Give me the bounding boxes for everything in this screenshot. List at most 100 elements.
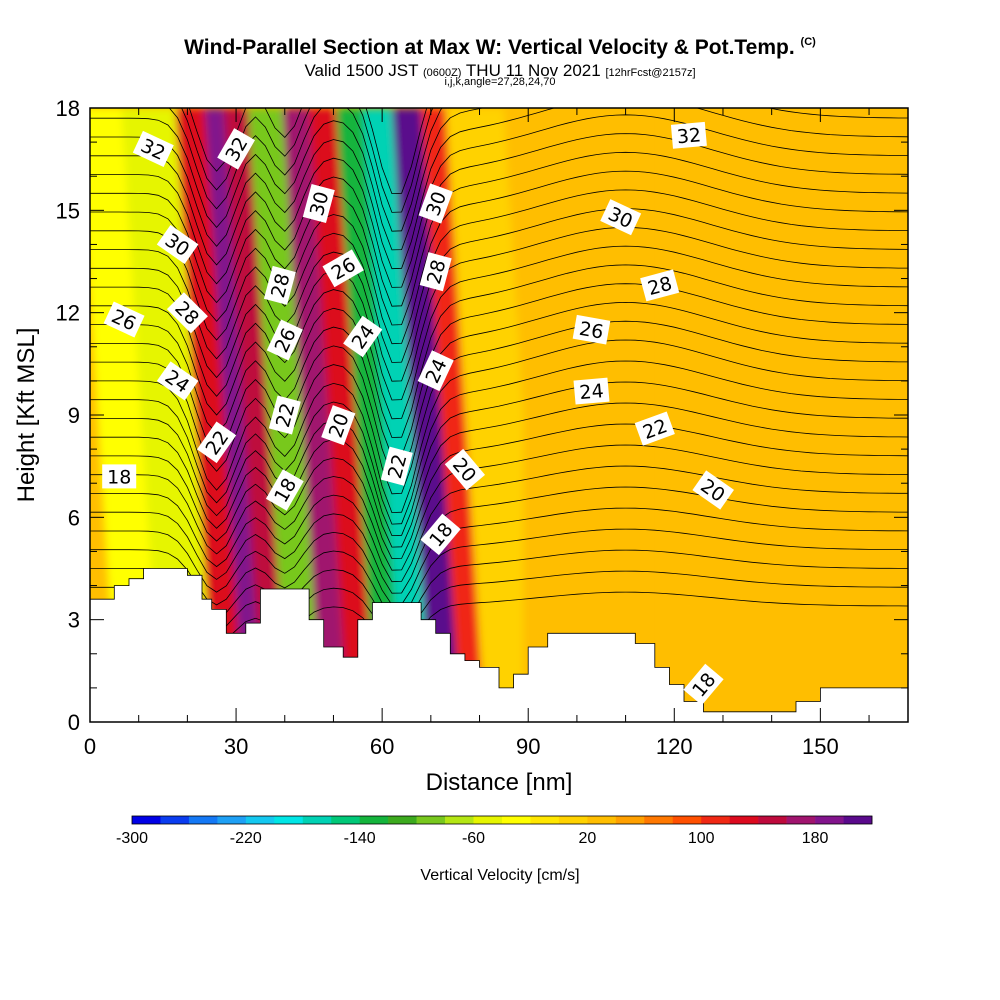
svg-text:32: 32: [676, 124, 702, 148]
theta-contour-line: [90, 360, 908, 525]
colorbar-tick-label: 100: [688, 830, 715, 847]
svg-text:26: 26: [578, 318, 606, 344]
colorbar-swatch: [302, 816, 332, 824]
theta-contour-line: [90, 170, 908, 345]
y-tick-label: 18: [56, 96, 80, 121]
theta-contour-line: [90, 465, 908, 583]
theta-contour-line: [90, 226, 908, 401]
theta-contour-line: [90, 528, 908, 617]
theta-contour-line: [90, 264, 908, 438]
colorbar-swatch: [359, 816, 389, 824]
velocity-band: [659, 108, 831, 722]
svg-text:24: 24: [579, 380, 605, 404]
colorbar-swatch: [729, 816, 759, 824]
colorbar-tick-labels: -300 -220 -140 -60 20 100 180: [116, 830, 829, 847]
colorbar-tick-label: -220: [230, 830, 262, 847]
x-tick-label: 150: [802, 734, 839, 759]
contour-label: 24: [573, 377, 610, 405]
colorbar-swatch: [274, 816, 304, 824]
theta-contour-line: [90, 189, 908, 363]
chart-title: Wind-Parallel Section at Max W: Vertical…: [184, 36, 816, 59]
theta-contour-line: [90, 151, 908, 326]
colorbar-swatch: [132, 816, 161, 824]
colorbar-swatch: [758, 816, 787, 824]
contour-label: 20: [692, 470, 735, 510]
colorbar-tick-label: -300: [116, 830, 148, 847]
velocity-band: [523, 108, 660, 722]
svg-text:18: 18: [107, 466, 131, 488]
theta-contour-line: [90, 245, 908, 420]
velocity-band: [445, 108, 543, 722]
y-tick-label: 9: [68, 403, 80, 428]
theta-contour-line: [90, 486, 908, 594]
colorbar-swatch: [416, 816, 446, 824]
colorbar-swatch: [160, 816, 190, 824]
colorbar-swatch: [701, 816, 730, 824]
colorbar-swatch: [530, 816, 560, 824]
colorbar-swatch: [188, 816, 218, 824]
contour-label: 26: [572, 314, 611, 345]
plot-frame: [89, 107, 909, 723]
colorbar-swatch: [815, 816, 844, 824]
x-tick-label: 60: [370, 734, 394, 759]
theta-contour-line: [90, 381, 908, 537]
velocity-band: [175, 108, 244, 722]
velocity-band: [362, 108, 431, 722]
x-tick-label: 30: [224, 734, 248, 759]
terrain-mask: [90, 568, 908, 722]
theta-contour-line: [90, 402, 908, 548]
colorbar-swatch: [502, 816, 531, 824]
colorbar-swatch: [615, 816, 645, 824]
y-tick-labels: 0 3 6 9 12 15 18: [56, 96, 80, 735]
contour-label: 22: [634, 411, 675, 446]
chart-subtitle: Valid 1500 JST (0600Z) THU 11 Nov 2021 […: [304, 61, 696, 80]
chart-params: i,j,k,angle=27,28,24,70: [444, 76, 556, 88]
contour-label: 22: [268, 395, 301, 435]
theta-contour-line: [90, 320, 908, 495]
colorbar-tick-label: -60: [462, 830, 485, 847]
colorbar-swatch: [587, 816, 617, 824]
y-tick-label: 0: [68, 710, 80, 735]
y-tick-label: 15: [56, 198, 80, 223]
colorbar: [131, 815, 873, 825]
theta-contour-line: [90, 444, 908, 571]
colorbar-swatch: [672, 816, 702, 824]
colorbar-swatch: [644, 816, 674, 824]
y-tick-label: 12: [56, 301, 80, 326]
theta-contour-line: [168, 108, 443, 232]
colorbar-tick-label: -140: [344, 830, 376, 847]
contour-label: 32: [670, 121, 707, 149]
x-tick-labels: 0 30 60 90 120 150: [84, 734, 839, 759]
x-tick-label: 90: [516, 734, 540, 759]
theta-contour-line: [90, 423, 908, 560]
contour-label: 30: [302, 183, 335, 224]
colorbar-swatch: [445, 816, 474, 824]
colorbar-swatch: [388, 816, 417, 824]
colorbar-tick-label: 20: [579, 830, 597, 847]
colorbar-swatch: [217, 816, 247, 824]
theta-contour-line: [90, 114, 908, 288]
y-tick-label: 3: [68, 608, 80, 633]
velocity-band: [121, 108, 215, 722]
colorbar-swatch: [245, 816, 275, 824]
y-tick-label: 6: [68, 505, 80, 530]
velocity-band: [391, 108, 461, 722]
x-tick-label: 120: [656, 734, 693, 759]
colorbar-tick-label: 180: [802, 830, 829, 847]
colorbar-swatch: [331, 816, 360, 824]
theta-contour-line: [90, 133, 908, 307]
theta-contour-line: [90, 108, 908, 270]
theta-contour-line: [90, 283, 908, 457]
velocity-band: [223, 108, 288, 722]
x-tick-label: 0: [84, 734, 96, 759]
colorbar-swatch: [786, 816, 816, 824]
copyright-mark: (C): [800, 36, 816, 48]
theta-contour-line: [90, 507, 908, 606]
colorbar-swatch: [558, 816, 588, 824]
colorbar-label: Vertical Velocity [cm/s]: [420, 867, 579, 884]
x-axis-label: Distance [nm]: [426, 769, 573, 796]
theta-contour-line: [90, 208, 908, 382]
colorbar-swatch: [473, 816, 503, 824]
theta-contour-line: [90, 339, 908, 514]
